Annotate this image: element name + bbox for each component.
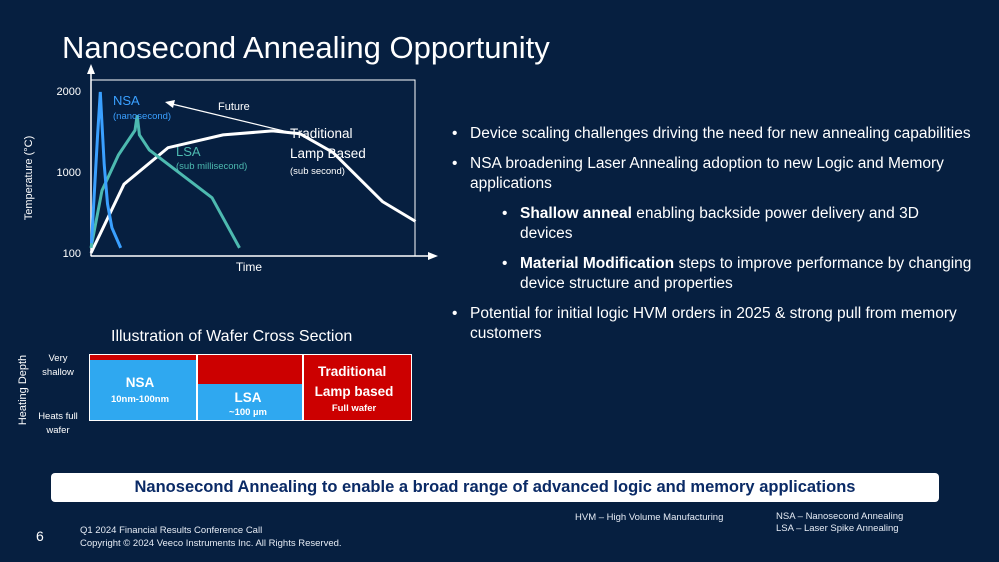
x-axis-label: Time <box>236 260 263 274</box>
series-line-traditional-lamp <box>89 129 417 254</box>
bullet-text: enabling backside power delivery and 3D … <box>520 205 919 242</box>
page-number: 6 <box>36 528 44 544</box>
sub-bullet-item: • Material Modification steps to improve… <box>502 254 972 294</box>
wafer-cell-nsa <box>90 355 196 420</box>
footer-line: Q1 2024 Financial Results Conference Cal… <box>80 525 263 536</box>
wafer-cell-traditional-detail: Full wafer <box>332 403 377 414</box>
bullet-marker: • <box>502 255 508 272</box>
y-axis-label: Temperature (°C) <box>23 136 35 220</box>
bullet-text: steps to improve performance by changing… <box>520 255 972 292</box>
annotation-future: Future <box>218 101 250 113</box>
slide-title: Nanosecond Annealing Opportunity <box>62 30 550 65</box>
heating-depth-label: Heating Depth <box>17 355 29 425</box>
bullet-item: • Device scaling challenges driving the … <box>452 124 972 144</box>
series-sublabel-lsa: (sub millisecond) <box>176 161 247 172</box>
footer-copyright: Copyright © 2024 Veeco Instruments Inc. … <box>80 538 342 549</box>
bullet-marker: • <box>452 125 458 142</box>
heats-full-wafer-label-2: wafer <box>45 425 69 436</box>
series-sublabel-traditional-lamp: (sub second) <box>290 166 345 177</box>
bullet-marker: • <box>502 205 508 222</box>
abbreviation-lsa: LSA – Laser Spike Annealing <box>776 523 899 534</box>
very-shallow-label-2: shallow <box>42 367 74 378</box>
abbreviation-nsa: NSA – Nanosecond Annealing <box>776 511 904 522</box>
wafer-cell-lsa-detail: ~100 µm <box>229 407 267 418</box>
wafer-cross-section: Heating Depth Very shallow Heats full wa… <box>17 353 412 436</box>
wafer-cell-lsa-heated-layer <box>198 355 302 384</box>
bullet-text: NSA broadening Laser Annealing adoption … <box>470 155 944 192</box>
bullet-list: • Device scaling challenges driving the … <box>452 124 972 354</box>
series-label-lsa: LSA <box>176 144 201 159</box>
wafer-section-title: Illustration of Wafer Cross Section <box>111 328 353 345</box>
wafer-cell-nsa-heated-layer <box>90 355 196 360</box>
y-tick-label-100: 100 <box>63 248 81 260</box>
highlight-banner: Nanosecond Annealing to enable a broad r… <box>51 473 939 502</box>
temperature-chart: 2000 1000 100 Time Temperature (°C) NSA … <box>23 64 438 274</box>
wafer-cell-traditional-label: Traditional Lamp based <box>315 364 394 399</box>
wafer-cell-lsa-label: LSA <box>235 390 262 405</box>
x-axis-arrow <box>428 252 438 260</box>
sub-bullet-item: • Shallow anneal enabling backside power… <box>502 204 972 244</box>
bullet-bold-text: Material Modification <box>520 255 675 272</box>
very-shallow-label-1: Very <box>48 353 67 364</box>
series-line-lsa <box>89 114 241 249</box>
bullet-marker: • <box>452 305 458 322</box>
bullet-text: Potential for initial logic HVM orders i… <box>470 305 957 342</box>
bullet-text: Device scaling challenges driving the ne… <box>470 125 971 142</box>
heats-full-wafer-label-1: Heats full <box>38 411 78 422</box>
abbreviation-notes: NSA – Nanosecond Annealing LSA – Laser S… <box>776 511 903 535</box>
y-axis-arrow <box>87 64 95 74</box>
hvm-abbreviation-note: HVM – High Volume Manufacturing <box>575 512 724 523</box>
annotation-future-arrow-line <box>171 103 289 133</box>
annotation-future-arrowhead <box>165 100 175 108</box>
wafer-cell-nsa-detail: 10nm-100nm <box>111 394 169 405</box>
bullet-marker: • <box>452 155 458 172</box>
series-line-nsa <box>90 91 123 249</box>
series-label-traditional-lamp: Traditional Lamp Based <box>290 126 366 161</box>
y-tick-label-2000: 2000 <box>57 86 81 98</box>
y-tick-label-1000: 1000 <box>57 167 81 179</box>
bullet-item: • NSA broadening Laser Annealing adoptio… <box>452 154 972 194</box>
bullet-bold-text: Shallow anneal <box>520 205 632 222</box>
wafer-cell-traditional <box>304 355 411 420</box>
series-sublabel-nsa: (nanosecond) <box>113 111 171 122</box>
footer-text: Q1 2024 Financial Results Conference Cal… <box>80 524 342 550</box>
wafer-cell-nsa-label: NSA <box>126 375 155 390</box>
series-label-nsa: NSA <box>113 93 140 108</box>
bullet-item: • Potential for initial logic HVM orders… <box>452 304 972 344</box>
